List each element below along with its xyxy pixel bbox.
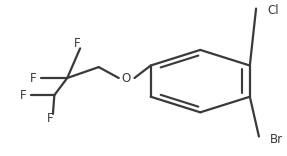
Text: F: F xyxy=(47,112,53,125)
Text: F: F xyxy=(74,37,81,50)
Text: Cl: Cl xyxy=(267,4,279,17)
Text: F: F xyxy=(20,89,26,102)
Text: F: F xyxy=(30,71,36,85)
Text: Br: Br xyxy=(270,133,284,146)
Text: O: O xyxy=(121,71,131,85)
